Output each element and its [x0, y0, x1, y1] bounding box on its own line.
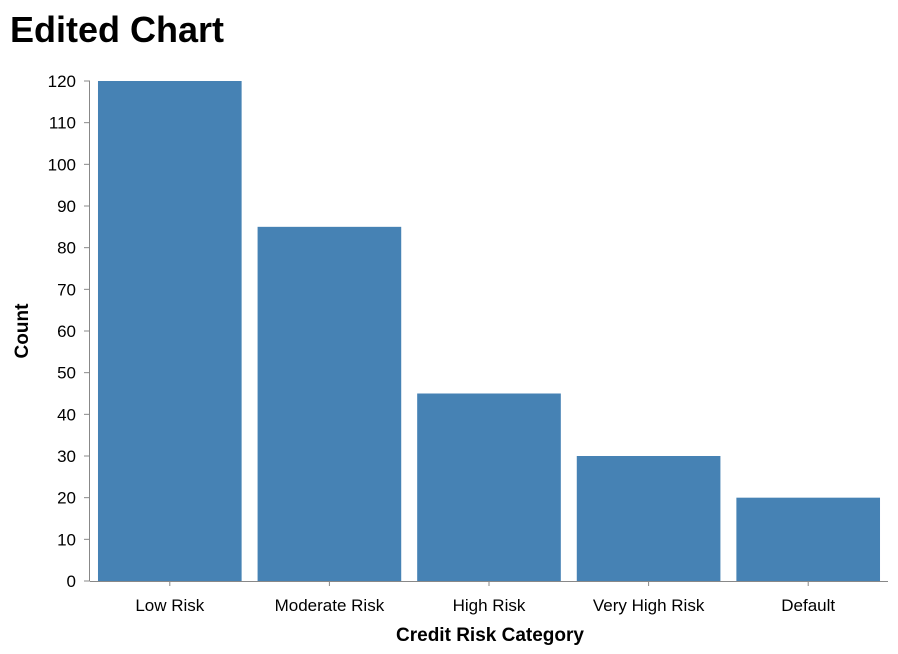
y-tick-label: 110: [49, 114, 76, 133]
x-axis-title: Credit Risk Category: [396, 625, 584, 646]
bars-group: [97, 81, 881, 581]
x-tick-label: Very High Risk: [593, 596, 705, 615]
y-tick-label: 100: [48, 155, 76, 174]
bar-moderate-risk: [257, 226, 402, 581]
y-axis-title: Count: [12, 303, 33, 359]
y-tick-label: 70: [57, 280, 76, 299]
y-tick-label: 20: [57, 489, 76, 508]
y-tick-label: 80: [57, 239, 76, 258]
x-tick-label: High Risk: [453, 596, 526, 615]
y-tick-label: 60: [57, 322, 76, 341]
y-tick-label: 120: [48, 72, 76, 91]
bar-very-high-risk: [576, 456, 721, 581]
x-tick-label: Default: [781, 596, 835, 615]
y-tick-label: 50: [57, 364, 76, 383]
y-tick-label: 0: [67, 572, 76, 591]
y-tick-label: 10: [57, 530, 76, 549]
bar-default: [736, 497, 881, 581]
x-axis: Low Risk Moderate Risk High Risk Very High …: [90, 581, 888, 615]
bar-high-risk: [417, 393, 561, 581]
chart-title: Edited Chart: [10, 9, 224, 50]
y-tick-label: 30: [57, 447, 76, 466]
y-axis: 0 10 20 30 40 50 60 70 80 90 100 110 120: [48, 72, 90, 591]
x-tick-label: Low Risk: [135, 596, 204, 615]
y-tick-label: 90: [57, 197, 76, 216]
bar-low-risk: [97, 81, 242, 581]
y-tick-label: 40: [57, 405, 76, 424]
x-tick-label: Moderate Risk: [275, 596, 385, 615]
